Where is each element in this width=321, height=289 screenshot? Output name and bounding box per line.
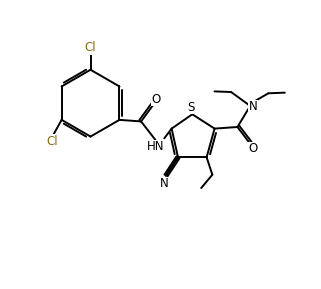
- Text: Cl: Cl: [85, 41, 96, 54]
- Text: O: O: [152, 93, 161, 106]
- Text: N: N: [249, 101, 258, 114]
- Text: Cl: Cl: [46, 135, 58, 148]
- Text: S: S: [187, 101, 195, 114]
- Text: O: O: [248, 142, 257, 155]
- Text: N: N: [160, 177, 169, 190]
- Text: HN: HN: [147, 140, 164, 153]
